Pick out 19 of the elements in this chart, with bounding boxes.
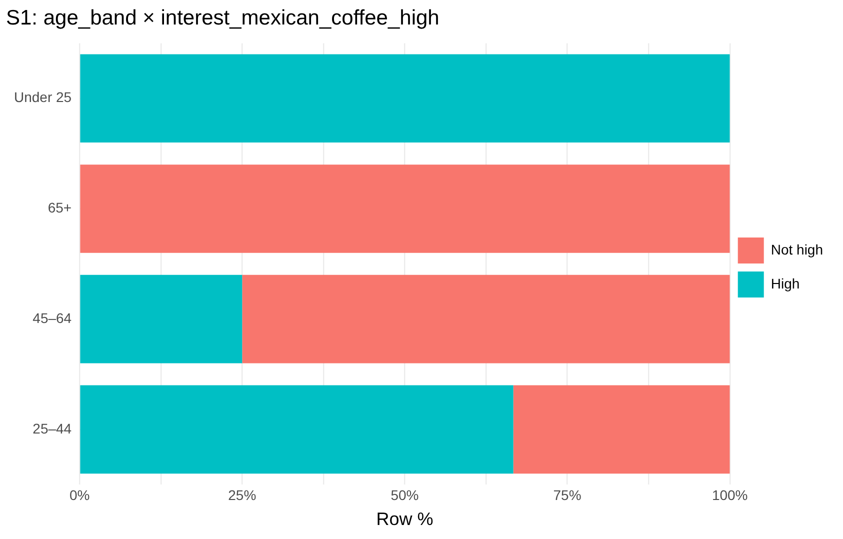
legend-label: Not high	[770, 241, 824, 258]
y-tick-label: 45–64	[32, 310, 72, 326]
x-tick-label: 50%	[390, 486, 419, 503]
x-tick-label: 25%	[228, 486, 256, 503]
bar	[513, 385, 730, 474]
bar	[80, 164, 730, 253]
chart-title: S1: age_band × interest_mexican_coffee_high	[6, 6, 440, 30]
x-axis-title: Row %	[376, 509, 434, 530]
x-tick-label: 0%	[69, 486, 90, 503]
bar	[80, 274, 242, 364]
y-tick-label: Under 25	[14, 89, 72, 106]
y-tick-label: 65+	[48, 200, 72, 216]
bar	[80, 385, 514, 474]
bar	[242, 274, 730, 364]
legend-label: High	[770, 275, 800, 292]
x-tick-label: 100%	[712, 486, 748, 503]
bar	[80, 54, 730, 143]
y-tick-label: 25–44	[32, 420, 72, 436]
x-tick-label: 75%	[553, 486, 582, 503]
